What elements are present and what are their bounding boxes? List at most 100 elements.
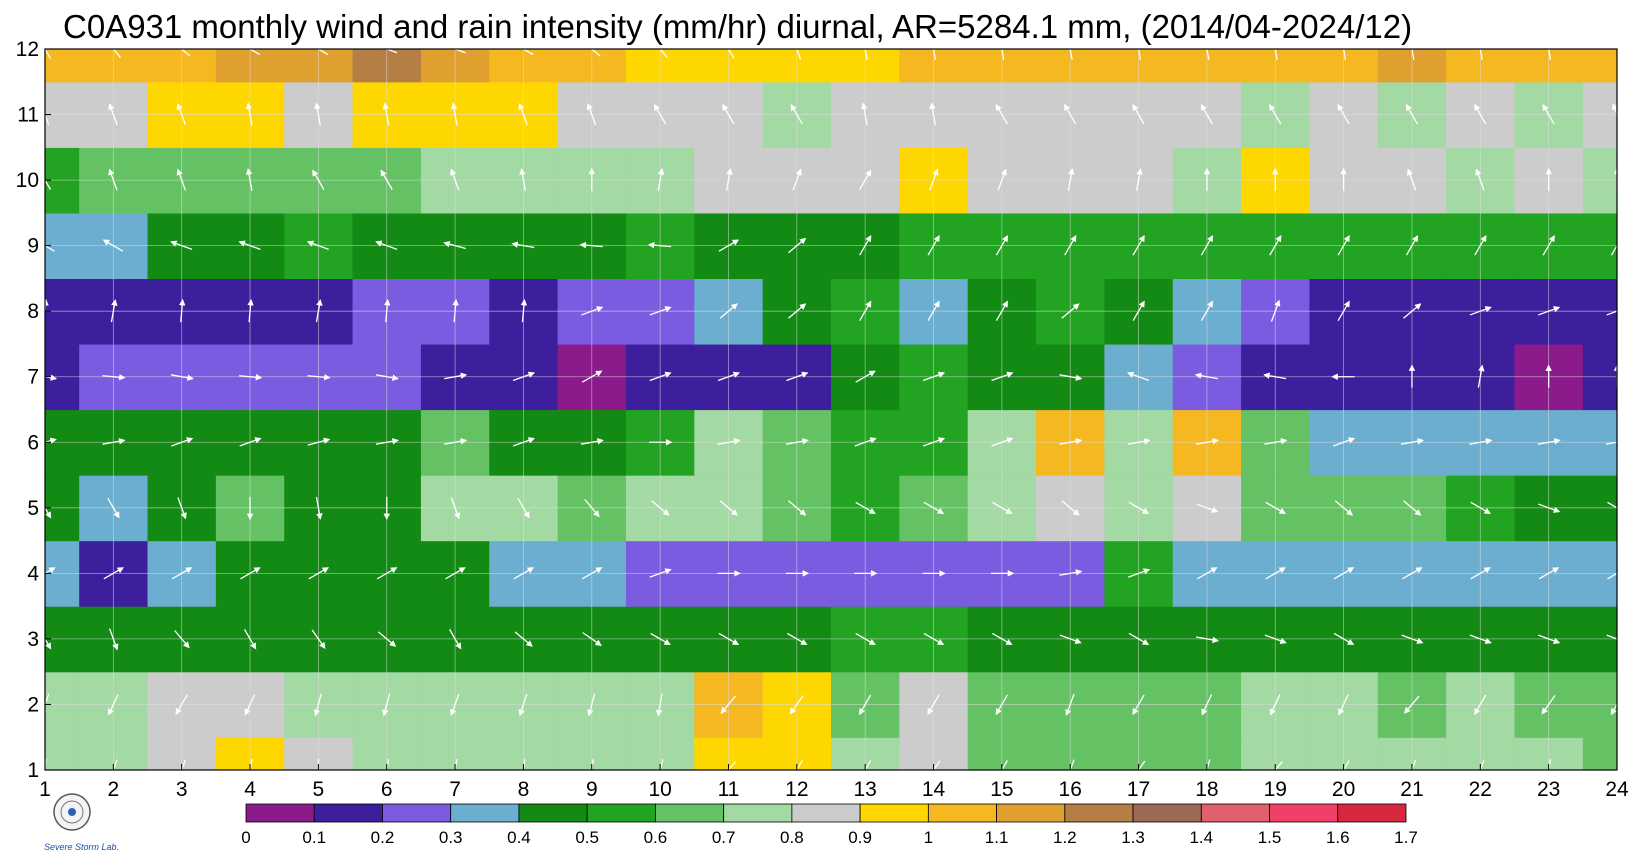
colorbar-tick-label: 1.2 bbox=[1053, 828, 1077, 847]
chart-title: C0A931 monthly wind and rain intensity (… bbox=[63, 8, 1412, 45]
x-tick-label: 2 bbox=[108, 778, 120, 801]
x-axis: 1 2 3 4 5 6 7 8 9 10 11 12 13 14 15 16 17 18 19 20 21 22 23 24 bbox=[39, 764, 1629, 801]
colorbar-tick-label: 0.6 bbox=[644, 828, 668, 847]
wind-arrow bbox=[102, 239, 124, 252]
colorbar-tick-label: 1.1 bbox=[985, 828, 1009, 847]
x-tick-label: 23 bbox=[1537, 778, 1560, 801]
wind-arrow bbox=[1195, 636, 1220, 644]
wind-arrow bbox=[45, 437, 57, 444]
wind-arrow bbox=[452, 298, 459, 323]
colorbar-swatch bbox=[1337, 803, 1407, 823]
wind-arrow bbox=[1069, 49, 1073, 60]
wind-arrow bbox=[1201, 694, 1213, 716]
wind-arrows bbox=[45, 49, 1617, 770]
x-tick-label: 17 bbox=[1127, 778, 1150, 801]
wind-arrow bbox=[922, 371, 946, 382]
x-tick-label: 1 bbox=[39, 778, 51, 801]
wind-arrow bbox=[991, 437, 1014, 447]
wind-arrow bbox=[1274, 49, 1278, 60]
wind-arrow bbox=[375, 240, 398, 251]
wind-arrow bbox=[45, 693, 50, 717]
wind-arrow bbox=[375, 49, 398, 54]
wind-arrow bbox=[859, 169, 872, 190]
colorbar-tick-label: 0.8 bbox=[780, 828, 804, 847]
wind-arrow bbox=[386, 759, 390, 770]
wind-arrow bbox=[449, 629, 462, 650]
wind-arrow bbox=[1269, 103, 1282, 125]
wind-arrow bbox=[1274, 761, 1283, 770]
wind-arrow bbox=[107, 694, 119, 716]
wind-arrow bbox=[45, 178, 52, 190]
x-tick-label: 10 bbox=[648, 778, 671, 801]
wind-arrow bbox=[1469, 306, 1492, 316]
wind-arrow bbox=[518, 693, 528, 717]
wind-arrow bbox=[1128, 632, 1150, 646]
colorbar-tick-label: 1.5 bbox=[1258, 828, 1282, 847]
wind-arrow bbox=[1547, 759, 1552, 770]
wind-arrow bbox=[108, 168, 118, 191]
wind-arrow bbox=[650, 632, 671, 646]
wind-arrow bbox=[375, 374, 399, 381]
wind-arrow bbox=[107, 497, 120, 519]
wind-arrow bbox=[1136, 167, 1143, 192]
wind-arrow bbox=[859, 694, 872, 716]
wind-arrow bbox=[518, 102, 528, 126]
wind-arrow bbox=[1001, 760, 1008, 770]
wind-arrow bbox=[1477, 364, 1485, 388]
wind-arrow bbox=[864, 49, 868, 60]
wind-arrow bbox=[718, 632, 740, 646]
colorbar-tick-label: 0.1 bbox=[302, 828, 326, 847]
colorbar-swatch bbox=[1269, 803, 1339, 823]
wind-arrow bbox=[725, 167, 733, 192]
wind-arrow bbox=[1200, 234, 1214, 256]
wind-arrow bbox=[1405, 234, 1419, 256]
x-tick-label: 3 bbox=[176, 778, 188, 801]
wind-arrow bbox=[1611, 102, 1617, 117]
colorbar-tick-label: 0.4 bbox=[507, 828, 531, 847]
x-tick-label: 12 bbox=[785, 778, 808, 801]
wind-arrow bbox=[1270, 299, 1281, 322]
x-tick-label: 15 bbox=[990, 778, 1013, 801]
wind-arrow bbox=[927, 694, 940, 716]
wind-arrow bbox=[1404, 695, 1420, 714]
wind-arrow bbox=[1128, 568, 1151, 578]
wind-arrow bbox=[1538, 634, 1561, 644]
x-tick-label: 20 bbox=[1332, 778, 1355, 801]
wind-arrow bbox=[243, 629, 257, 650]
wind-arrow bbox=[786, 371, 809, 382]
wind-arrow bbox=[855, 632, 876, 646]
x-tick-label: 5 bbox=[313, 778, 325, 801]
wind-arrow bbox=[512, 371, 535, 382]
wind-arrow bbox=[45, 244, 55, 252]
wind-arrow bbox=[1411, 759, 1417, 770]
wind-arrow bbox=[1537, 438, 1561, 445]
wind-arrow bbox=[1405, 103, 1419, 125]
wind-arrow bbox=[1542, 234, 1555, 256]
wind-arrow bbox=[317, 49, 329, 56]
wind-arrow bbox=[581, 370, 603, 383]
wind-arrow bbox=[1479, 49, 1483, 60]
wind-arrow bbox=[1547, 49, 1552, 60]
wind-arrow bbox=[1263, 372, 1287, 380]
colorbar-swatch bbox=[791, 803, 861, 823]
wind-arrow bbox=[1474, 234, 1487, 256]
wind-arrow bbox=[108, 628, 119, 651]
y-tick-label: 11 bbox=[17, 104, 39, 127]
y-tick-label: 1 bbox=[27, 759, 39, 782]
wind-arrow bbox=[1197, 567, 1218, 580]
wind-arrow bbox=[1401, 438, 1425, 445]
wind-arrow bbox=[382, 102, 390, 126]
wind-arrow bbox=[787, 237, 807, 254]
colorbar-tick-label: 1 bbox=[924, 828, 933, 847]
wind-arrow bbox=[991, 371, 1014, 382]
wind-arrow bbox=[511, 241, 535, 249]
colorbar-swatch bbox=[927, 803, 997, 823]
wind-arrow bbox=[929, 168, 939, 191]
wind-arrow bbox=[651, 500, 670, 516]
wind-arrow bbox=[178, 298, 186, 323]
wind-arrow bbox=[313, 693, 322, 717]
x-tick-label: 7 bbox=[449, 778, 461, 801]
wind-arrow bbox=[377, 631, 397, 647]
wind-arrow bbox=[170, 374, 194, 381]
